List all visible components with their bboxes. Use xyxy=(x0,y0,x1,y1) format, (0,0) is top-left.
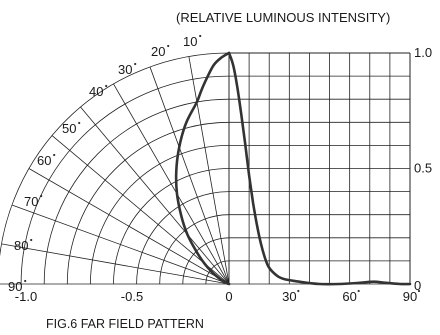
polar-spoke xyxy=(28,168,230,285)
degree-mark xyxy=(417,289,421,293)
chart-curves xyxy=(174,51,412,286)
figure-caption: FIG.6 FAR FIELD PATTERN xyxy=(46,317,204,331)
degree-mark xyxy=(30,238,33,242)
polar-spoke xyxy=(80,106,230,285)
rect-y-tick-label: 0.5 xyxy=(414,161,432,176)
polar-ring xyxy=(159,214,230,285)
chart-title: (RELATIVE LUMINOUS INTENSITY) xyxy=(176,10,390,25)
degree-mark xyxy=(40,194,43,198)
degree-mark xyxy=(199,34,202,38)
degree-mark xyxy=(105,84,108,88)
polar-ring xyxy=(0,52,230,258)
polar-spoke xyxy=(1,243,230,285)
polar-angle-label: 30 xyxy=(118,62,132,77)
polar-ring xyxy=(113,168,230,285)
polar-spoke xyxy=(188,56,230,285)
chart-grid xyxy=(0,52,411,285)
polar-angle-label: 70 xyxy=(24,194,38,209)
polar-spoke xyxy=(149,66,230,285)
degree-mark xyxy=(24,279,27,283)
degree-mark xyxy=(297,289,300,293)
degree-mark xyxy=(134,62,137,66)
rect-y-tick-label: 1.0 xyxy=(414,45,432,60)
rect-x-tick-label: 90 xyxy=(403,289,417,304)
polar-spoke xyxy=(11,204,230,285)
polar-spoke xyxy=(51,135,230,285)
polar-angle-label: 20 xyxy=(151,44,165,59)
polar-radius-label: -0.5 xyxy=(121,289,143,304)
polar-ring xyxy=(90,145,230,285)
rect-y-tick-label: 0 xyxy=(414,278,421,293)
polar-ring xyxy=(136,191,230,285)
polar-angle-label: 50 xyxy=(62,121,76,136)
degree-mark xyxy=(53,153,56,157)
degree-mark xyxy=(167,44,170,48)
rect-x-tick-label: 60 xyxy=(342,289,356,304)
polar-angle-label: 80 xyxy=(14,238,28,253)
polar-ring xyxy=(66,121,230,285)
rect-x-tick-label: 30 xyxy=(282,289,296,304)
degree-mark xyxy=(357,289,360,293)
polar-angle-label: 10 xyxy=(183,34,197,49)
polar-radius-label: -1.0 xyxy=(15,289,37,304)
polar-radius-label: 0 xyxy=(225,289,232,304)
polar-angle-label: 60 xyxy=(37,153,51,168)
polar-intensity-curve xyxy=(174,51,231,286)
polar-ring xyxy=(20,75,230,285)
polar-ring xyxy=(43,98,230,285)
rect-intensity-curve xyxy=(227,51,412,286)
polar-angle-label: 90 xyxy=(8,279,22,294)
polar-ring xyxy=(205,260,230,285)
polar-angle-label: 40 xyxy=(89,84,103,99)
polar-spoke xyxy=(113,83,230,285)
degree-mark xyxy=(78,121,81,125)
chart-labels: (RELATIVE LUMINOUS INTENSITY) FIG.6 FAR … xyxy=(8,10,432,331)
